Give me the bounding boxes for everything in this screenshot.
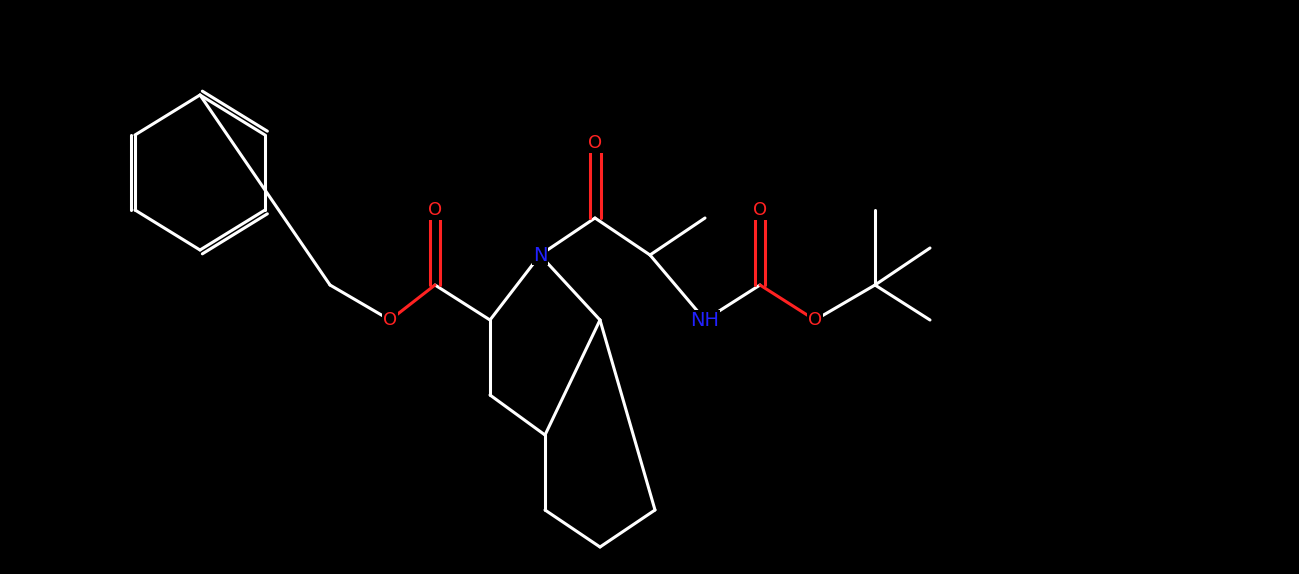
Text: O: O bbox=[383, 311, 397, 329]
Text: O: O bbox=[808, 311, 822, 329]
Text: O: O bbox=[753, 201, 768, 219]
Text: O: O bbox=[427, 201, 442, 219]
Text: O: O bbox=[588, 134, 601, 152]
Text: N: N bbox=[533, 246, 547, 265]
Text: NH: NH bbox=[691, 311, 720, 329]
